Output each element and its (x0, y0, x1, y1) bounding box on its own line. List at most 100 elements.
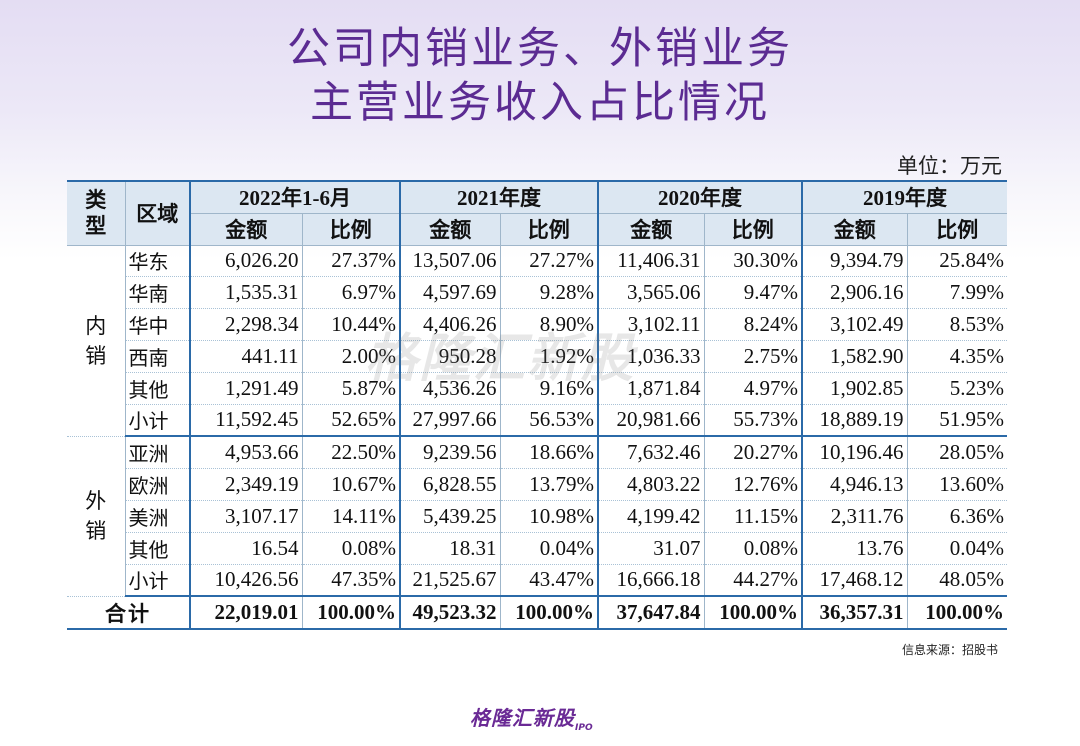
ratio-cell: 11.15% (703, 500, 802, 533)
ratio-cell: 52.65% (301, 404, 400, 438)
region-cell: 华中 (124, 308, 190, 341)
amount-cell: 2,298.34 (189, 308, 302, 341)
region-cell: 小计 (124, 564, 190, 598)
ratio-cell: 43.47% (499, 564, 598, 598)
ratio-cell: 51.95% (906, 404, 1007, 438)
table-row: 内销 华东 6,026.20 27.37% 13,507.06 27.27% 11,406.… (67, 245, 1007, 437)
amount-cell: 2,311.76 (801, 500, 907, 533)
ratio-cell: 5.23% (906, 372, 1007, 405)
ratio-cell: 0.04% (906, 532, 1007, 565)
header-amount: 金额 (399, 213, 500, 246)
header-period: 2019年度 (801, 181, 1007, 214)
ratio-cell: 27.37% (301, 245, 400, 278)
header-type: 类型 (67, 181, 125, 246)
amount-cell: 21,525.67 (399, 564, 500, 598)
table-row: 欧洲 2,349.19 10.67% 6,828.55 13.79% 4,803.22 12… (67, 468, 1007, 501)
ratio-cell: 0.08% (703, 532, 802, 565)
source-note: 信息来源：招股书 (901, 643, 998, 657)
table-row: 其他 1,291.49 5.87% 4,536.26 9.16% 1,871.84 4.97… (67, 372, 1007, 405)
ratio-cell: 20.27% (703, 436, 802, 470)
ratio-cell: 4.97% (703, 372, 802, 405)
amount-cell: 950.28 (399, 340, 500, 373)
amount-cell: 11,406.31 (597, 245, 704, 278)
amount-cell: 9,394.79 (801, 245, 907, 278)
amount-cell: 1,535.31 (189, 276, 302, 310)
ratio-cell: 48.05% (906, 564, 1007, 598)
ratio-cell: 9.16% (499, 372, 598, 405)
amount-cell: 1,036.33 (597, 340, 704, 373)
amount-cell: 27,997.66 (399, 404, 500, 438)
region-cell: 小计 (124, 404, 190, 438)
ratio-cell: 12.76% (703, 468, 802, 501)
category-label: 内销 (85, 313, 107, 368)
header-amount: 金额 (801, 213, 907, 246)
ratio-cell: 30.30% (703, 245, 802, 278)
total-ratio-cell: 100.00% (499, 596, 598, 631)
ratio-cell: 1.92% (499, 340, 598, 373)
table-row: 小计 11,592.45 52.65% 27,997.66 56.53% 20,981.6… (67, 404, 1007, 438)
total-amount-cell: 22,019.01 (189, 596, 302, 631)
amount-cell: 18.31 (399, 532, 500, 565)
brand-logo: 格隆汇新股IPO (470, 702, 593, 733)
amount-cell: 441.11 (189, 340, 302, 373)
ratio-cell: 10.44% (301, 308, 400, 341)
amount-cell: 3,107.17 (189, 500, 302, 533)
ratio-cell: 10.67% (301, 468, 400, 501)
category-cell: 外销 (67, 436, 125, 597)
brand-logo-suffix: IPO (575, 723, 593, 733)
ratio-cell: 8.53% (906, 308, 1007, 341)
header-type-label: 类型 (85, 188, 107, 239)
region-cell: 亚洲 (124, 436, 190, 470)
ratio-cell: 9.47% (703, 276, 802, 310)
header-period: 2022年1-6月 (189, 181, 400, 214)
amount-cell: 1,871.84 (597, 372, 704, 405)
header-period: 2021年度 (399, 181, 598, 214)
amount-cell: 6,828.55 (399, 468, 500, 501)
amount-cell: 9,239.56 (399, 436, 500, 470)
header-amount: 金额 (189, 213, 302, 246)
total-amount-cell: 49,523.32 (399, 596, 500, 631)
ratio-cell: 9.28% (499, 276, 598, 310)
amount-cell: 1,291.49 (189, 372, 302, 405)
region-cell: 西南 (124, 340, 190, 373)
ratio-cell: 7.99% (906, 276, 1007, 310)
ratio-cell: 14.11% (301, 500, 400, 533)
ratio-cell: 0.08% (301, 532, 400, 565)
ratio-cell: 13.79% (499, 468, 598, 501)
ratio-cell: 5.87% (301, 372, 400, 405)
amount-cell: 1,902.85 (801, 372, 907, 405)
amount-cell: 4,803.22 (597, 468, 704, 501)
ratio-cell: 4.35% (906, 340, 1007, 373)
category-label: 外销 (85, 489, 107, 544)
amount-cell: 10,426.56 (189, 564, 302, 598)
amount-cell: 2,349.19 (189, 468, 302, 501)
ratio-cell: 6.97% (301, 276, 400, 310)
total-amount-cell: 37,647.84 (597, 596, 704, 631)
ratio-cell: 13.60% (906, 468, 1007, 501)
total-ratio-cell: 100.00% (301, 596, 400, 631)
amount-cell: 6,026.20 (189, 245, 302, 278)
ratio-cell: 56.53% (499, 404, 598, 438)
amount-cell: 4,199.42 (597, 500, 704, 533)
ratio-cell: 47.35% (301, 564, 400, 598)
amount-cell: 4,953.66 (189, 436, 302, 470)
table-header: 类型 区域 2022年1-6月 2021年度 2020年度 2019年度 金额 … (67, 181, 1007, 246)
amount-cell: 5,439.25 (399, 500, 500, 533)
amount-cell: 17,468.12 (801, 564, 907, 598)
amount-cell: 1,582.90 (801, 340, 907, 373)
amount-cell: 10,196.46 (801, 436, 907, 470)
total-amount-cell: 36,357.31 (801, 596, 907, 631)
ratio-cell: 44.27% (703, 564, 802, 598)
brand-logo-text: 格隆汇新股 (470, 706, 575, 730)
revenue-table: 类型 区域 2022年1-6月 2021年度 2020年度 2019年度 金额 … (67, 180, 1007, 631)
amount-cell: 13.76 (801, 532, 907, 565)
title-line-2: 主营业务收入占比情况 (310, 78, 770, 128)
total-ratio-cell: 100.00% (906, 596, 1007, 631)
amount-cell: 4,946.13 (801, 468, 907, 501)
header-region: 区域 (124, 181, 190, 246)
table-row: 小计 10,426.56 47.35% 21,525.67 43.47% 16,666.1… (67, 564, 1007, 598)
total-label: 合计 (67, 596, 190, 631)
category-cell: 内销 (67, 245, 125, 437)
table-row: 华中 2,298.34 10.44% 4,406.26 8.90% 3,102.11 8.2… (67, 308, 1007, 341)
total-row: 合计 22,019.01 100.00% 49,523.32 100.00% 37,647… (67, 596, 1007, 631)
